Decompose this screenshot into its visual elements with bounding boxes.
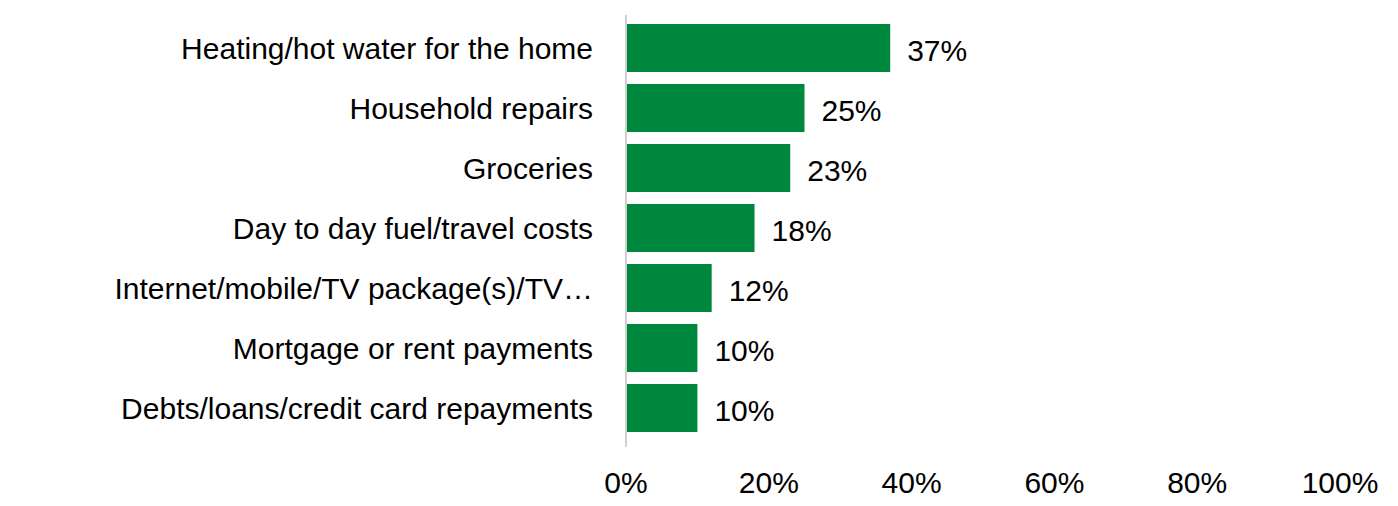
bar [626, 324, 697, 372]
data-label: 10% [714, 394, 774, 427]
category-label: Mortgage or rent payments [233, 332, 593, 365]
data-label: 10% [714, 334, 774, 367]
category-label: Heating/hot water for the home [181, 32, 593, 65]
tick-label: 0% [604, 466, 647, 499]
category-label: Household repairs [350, 92, 593, 125]
data-label: 12% [729, 274, 789, 307]
data-label: 18% [772, 214, 832, 247]
data-label: 25% [822, 94, 882, 127]
axis-line [625, 15, 627, 447]
category-label: Debts/loans/credit card repayments [121, 392, 593, 425]
chart: Heating/hot water for the home Household … [0, 0, 1398, 506]
tick-label: 60% [1024, 466, 1084, 499]
bar [626, 264, 712, 312]
category-label: Groceries [463, 152, 593, 185]
bar [626, 144, 790, 192]
data-label: 23% [807, 154, 867, 187]
bar [626, 384, 697, 432]
category-label: Day to day fuel/travel costs [233, 212, 593, 245]
data-label: 37% [907, 34, 967, 67]
tick-label: 100% [1302, 466, 1379, 499]
tick-label: 80% [1167, 466, 1227, 499]
bar [626, 84, 805, 132]
bar [626, 24, 890, 72]
tick-label: 20% [739, 466, 799, 499]
bar [626, 204, 755, 252]
tick-label: 40% [882, 466, 942, 499]
category-label: Internet/mobile/TV package(s)/TV… [114, 272, 593, 305]
bars [626, 24, 890, 432]
